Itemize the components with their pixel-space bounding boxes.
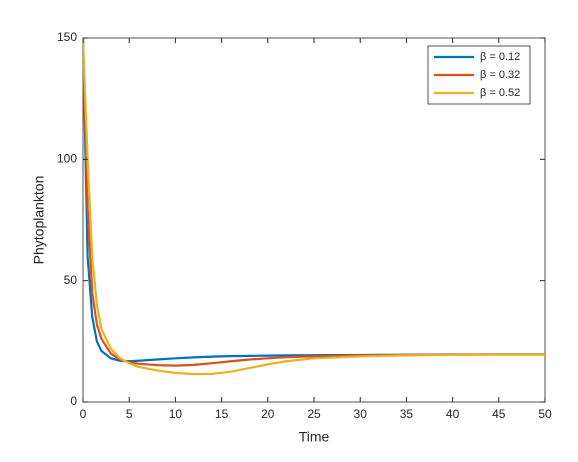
x-tick-label: 50 bbox=[538, 407, 552, 421]
x-tick-label: 15 bbox=[215, 407, 229, 421]
legend-label: β = 0.52 bbox=[480, 87, 520, 99]
legend-label: β = 0.32 bbox=[480, 69, 520, 81]
y-axis-label: Phytoplankton bbox=[31, 176, 47, 265]
y-tick-label: 0 bbox=[70, 394, 77, 408]
legend-label: β = 0.12 bbox=[480, 51, 520, 63]
x-tick-label: 10 bbox=[169, 407, 183, 421]
y-tick-label: 150 bbox=[57, 30, 77, 44]
x-tick-label: 0 bbox=[80, 407, 87, 421]
y-tick-label: 50 bbox=[64, 273, 78, 287]
x-tick-label: 30 bbox=[354, 407, 368, 421]
plot-area bbox=[83, 38, 545, 376]
data-line bbox=[83, 38, 545, 376]
x-tick-label: 45 bbox=[492, 407, 506, 421]
x-tick-label: 25 bbox=[307, 407, 321, 421]
y-tick-label: 100 bbox=[57, 152, 77, 166]
x-axis-label: Time bbox=[299, 429, 330, 445]
x-tick-label: 5 bbox=[126, 407, 133, 421]
x-tick-label: 20 bbox=[261, 407, 275, 421]
x-tick-label: 40 bbox=[446, 407, 460, 421]
x-tick-label: 35 bbox=[400, 407, 414, 421]
